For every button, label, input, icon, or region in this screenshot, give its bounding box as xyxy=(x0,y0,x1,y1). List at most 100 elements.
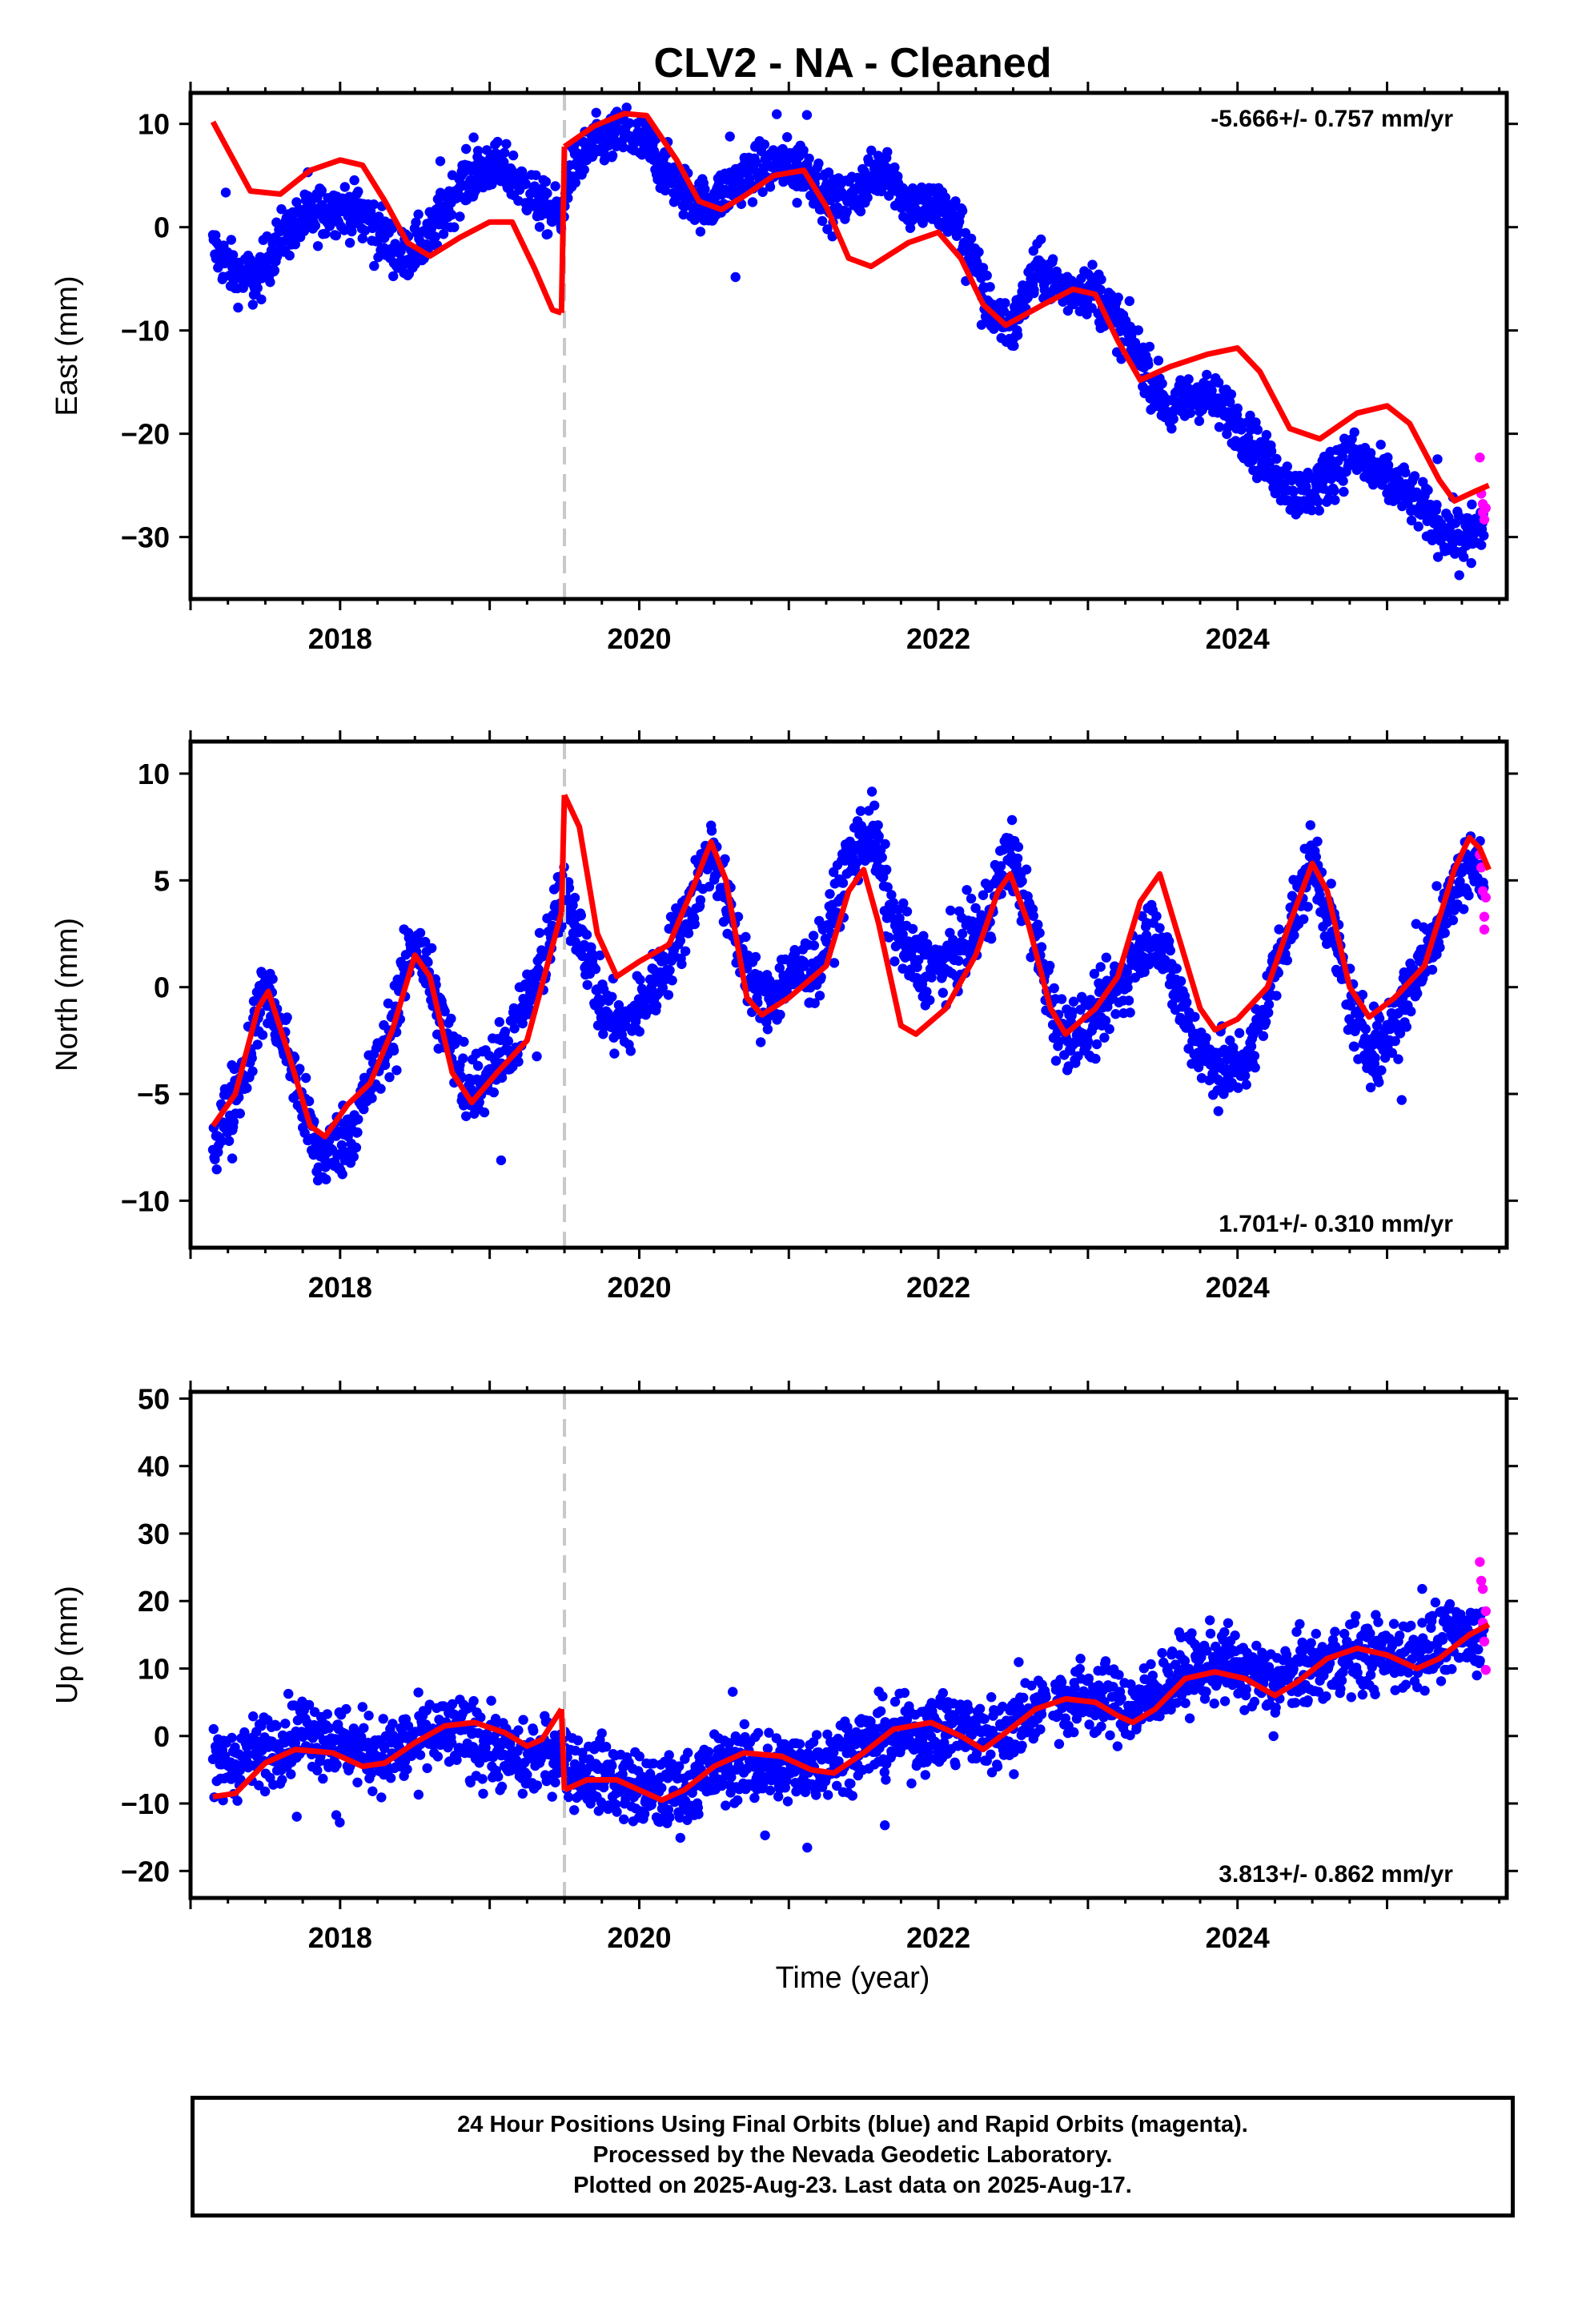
final-orbit-point xyxy=(391,1065,402,1076)
final-orbit-point xyxy=(1090,1053,1101,1064)
final-orbit-point xyxy=(239,1727,250,1738)
final-orbit-point xyxy=(265,277,275,287)
final-orbit-point xyxy=(809,940,820,951)
final-orbit-point xyxy=(621,103,632,113)
final-orbit-point xyxy=(312,1765,323,1775)
final-orbit-point xyxy=(823,167,834,178)
final-orbit-point xyxy=(1376,1065,1387,1076)
final-orbit-point xyxy=(1467,499,1477,510)
final-orbit-point xyxy=(827,231,837,242)
final-orbit-point xyxy=(898,898,909,909)
final-orbit-point xyxy=(877,852,887,862)
rapid-orbit-point xyxy=(1479,911,1490,922)
final-orbit-point xyxy=(312,241,323,251)
final-orbit-point xyxy=(974,247,984,257)
final-orbit-point xyxy=(1240,1071,1251,1081)
final-orbit-point xyxy=(356,1731,367,1743)
final-orbit-point xyxy=(884,191,894,201)
final-orbit-point xyxy=(472,146,484,156)
final-orbit-point xyxy=(1246,1041,1257,1051)
final-orbit-point xyxy=(1411,984,1421,995)
final-orbit-point xyxy=(665,965,675,975)
final-orbit-point xyxy=(1274,924,1284,935)
final-orbit-point xyxy=(1110,961,1120,971)
final-orbit-point xyxy=(882,147,893,157)
final-orbit-point xyxy=(986,934,997,944)
chart-title: CLV2 - NA - Cleaned xyxy=(654,40,1052,86)
final-orbit-point xyxy=(1143,360,1154,370)
final-orbit-point xyxy=(435,156,446,167)
final-orbit-point xyxy=(978,890,989,901)
final-orbit-point xyxy=(765,182,776,192)
final-orbit-point xyxy=(1194,416,1205,426)
final-orbit-point xyxy=(252,283,263,293)
final-orbit-point xyxy=(596,1728,607,1739)
final-orbit-point xyxy=(324,1723,335,1734)
final-orbit-point xyxy=(220,187,231,198)
y-tick-label: −5 xyxy=(137,1078,170,1111)
final-orbit-point xyxy=(369,260,379,271)
final-orbit-point xyxy=(1459,904,1469,915)
final-orbit-point xyxy=(366,1768,376,1779)
final-orbit-point xyxy=(341,1703,351,1715)
final-orbit-point xyxy=(347,226,357,237)
final-orbit-point xyxy=(873,820,883,830)
final-orbit-point xyxy=(966,233,977,244)
final-orbit-point xyxy=(1374,1013,1385,1023)
final-orbit-point xyxy=(706,826,717,836)
final-orbit-point xyxy=(492,136,503,147)
final-orbit-point xyxy=(660,185,671,196)
final-orbit-point xyxy=(423,957,433,967)
final-orbit-point xyxy=(1293,919,1304,930)
final-orbit-point xyxy=(1289,930,1299,941)
final-orbit-point xyxy=(1005,843,1015,854)
final-orbit-point xyxy=(1406,515,1417,526)
final-orbit-point xyxy=(413,1687,424,1698)
model-curve xyxy=(210,120,563,316)
final-orbit-point xyxy=(520,179,531,189)
final-orbit-point xyxy=(1288,486,1299,497)
final-orbit-point xyxy=(869,800,880,810)
final-orbit-point xyxy=(590,963,601,975)
y-axis-label: East (mm) xyxy=(50,275,84,416)
final-orbit-point xyxy=(1033,919,1043,930)
final-orbit-point xyxy=(771,979,782,990)
final-orbit-point xyxy=(569,1805,580,1815)
final-orbit-point xyxy=(966,247,978,257)
final-orbit-point xyxy=(1282,461,1293,472)
final-orbit-point xyxy=(822,224,833,235)
final-orbit-point xyxy=(1390,1035,1400,1047)
final-orbit-point xyxy=(1479,530,1489,541)
final-orbit-point xyxy=(1225,396,1235,408)
final-orbit-point xyxy=(501,139,512,149)
final-orbit-point xyxy=(772,109,782,119)
final-orbit-point xyxy=(331,1759,342,1770)
final-orbit-point xyxy=(683,928,694,939)
final-orbit-point xyxy=(378,1714,388,1724)
final-orbit-point xyxy=(866,145,877,156)
final-orbit-point xyxy=(363,1711,374,1721)
final-orbit-point xyxy=(310,220,321,231)
final-orbit-point xyxy=(542,188,552,199)
final-orbit-point xyxy=(446,1013,456,1024)
final-orbit-point xyxy=(1396,1095,1407,1105)
final-orbit-point xyxy=(233,302,243,313)
final-orbit-point xyxy=(503,1035,513,1047)
final-orbit-point xyxy=(357,1702,367,1712)
final-orbit-point xyxy=(1249,1051,1260,1061)
final-orbit-point xyxy=(1406,1006,1416,1017)
final-orbit-point xyxy=(256,1721,267,1731)
final-orbit-point xyxy=(1096,274,1106,285)
final-orbit-point xyxy=(254,1780,264,1791)
final-orbit-point xyxy=(488,1087,499,1098)
model-offset-jump xyxy=(558,794,568,913)
final-orbit-point xyxy=(303,1699,315,1711)
final-orbit-point xyxy=(477,1774,488,1784)
final-orbit-point xyxy=(415,1750,426,1760)
final-orbit-point xyxy=(1154,923,1165,934)
final-orbit-point xyxy=(271,1721,282,1731)
final-orbit-point xyxy=(1036,234,1046,245)
final-orbit-point xyxy=(496,1781,508,1792)
final-orbit-point xyxy=(1263,999,1275,1010)
